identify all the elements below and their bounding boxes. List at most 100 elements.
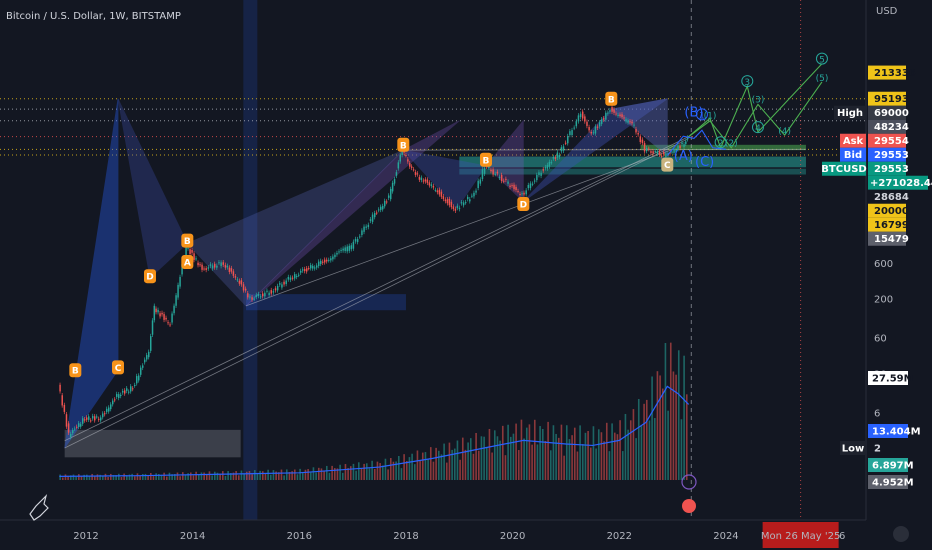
volume-bar-1-24 [203,472,205,480]
volume-bar-0-12 [91,473,93,480]
candle-body-14-1 [274,288,277,291]
candle-body-27-0 [523,192,525,195]
pivot-label-text: B [400,141,407,151]
volume-bar-2-25 [285,469,288,480]
candle-body-5-1 [135,376,138,384]
elliott-wave-label-0: (B) [684,106,703,121]
volume-bar-1-26 [208,471,211,480]
candle-body-12-1 [242,284,245,291]
candle-body-15-10 [313,267,316,269]
volume-bar-2-1 [221,471,224,480]
y-tick-label-5: 6 [874,408,880,419]
volume-bar-3-9 [323,470,325,480]
volume-bar-11-4 [656,371,659,480]
candle-body-11-5 [234,276,237,278]
volume-bar-0-13 [93,476,96,480]
candle-body-10-2 [207,267,210,269]
candle-body-1-1 [72,430,74,434]
volume-bar-3-26 [368,468,371,480]
price-tag-label-bg [834,105,866,120]
volume-bar-0-26 [128,474,131,480]
volume-bar-1-29 [216,472,219,480]
candle-body-7-6 [167,322,169,324]
volume-bar-2-9 [243,473,245,480]
candle-body-7-4 [163,314,165,320]
volume-bar-5-11 [461,437,464,480]
volume-bar-0-25 [125,475,128,480]
candle-body-1-2 [74,428,76,430]
candle-body-29-0 [560,147,563,152]
pivot-label-bg [661,157,674,172]
candle-body-29-2 [564,142,567,144]
candle-body-17-3 [359,236,361,238]
candle-body-19-0 [389,188,392,200]
candle-body-16-6 [338,251,340,253]
candle-body-6-2 [153,305,156,321]
volume-bar-2-8 [240,470,243,480]
volume-bar-4-19 [429,447,432,480]
elliott-wave-label-12: (5) [816,74,829,84]
candle-body-11-0 [224,264,227,268]
price-tag-sub: +271028.44% [870,178,932,189]
volume-bar-1-2 [144,473,147,480]
pivot-label-bg [605,91,618,106]
candle-body-3-5 [111,400,114,405]
candle-body-22-1 [434,189,437,191]
volume-bar-2-22 [277,472,280,480]
price-tag-value: 95193 [874,94,909,105]
candle-body-16-3 [332,256,334,260]
candle-body-21-4 [424,179,427,182]
volume-bar-3-13 [333,468,336,480]
volume-bar-4-8 [400,468,403,480]
candle-body-27-8 [540,172,542,176]
candle-body-31-3 [598,122,601,127]
volume-moving-average [59,385,690,477]
horizontal-trend-line [403,148,806,151]
volume-bar-1-9 [163,472,165,480]
volume-bar-10-4 [629,420,632,480]
candle-body-20-3 [409,163,411,167]
candle-body-16-2 [330,258,332,261]
volume-bar-7-6 [539,426,541,480]
yaxis-unit-label: USD [876,6,898,17]
candle-body-12-2 [244,288,247,291]
drawing-layer [0,0,866,520]
candle-body-2-3 [91,416,94,419]
volume-bar-5-15 [472,453,475,480]
volume-tag-value: 6.897M [872,461,914,472]
volume-bar-3-29 [376,461,379,480]
pivot-label-text: D [146,273,153,283]
price-tag-bg [868,441,906,455]
candle-body-35-7 [681,142,683,145]
price-tag-sub-bg [868,175,928,190]
auto-scale-button-icon [893,526,909,542]
price-tag-value: 16799 [874,220,909,231]
volume-bar-0-5 [72,474,75,480]
candle-body-0-2 [63,404,66,412]
candle-body-0-0 [59,384,61,392]
candle-body-12-4 [249,296,251,298]
candle-body-32-10 [631,121,633,124]
pivot-label-text: B [72,367,79,377]
volume-bar-9-8 [613,432,616,480]
candle-body-21-5 [426,179,429,183]
candle-body-19-6 [401,151,403,156]
volume-bar-3-24 [363,463,365,480]
candle-body-21-7 [430,184,433,187]
volume-bar-4-12 [411,453,413,480]
price-tag-value: 213336 [874,68,916,79]
volume-bar-4-17 [424,452,427,480]
volume-bar-5-7 [451,449,453,480]
candle-body-26-5 [517,190,519,192]
volume-bar-5-18 [480,436,483,480]
candle-body-10-3 [209,264,212,266]
candle-body-31-0 [592,132,595,134]
candle-body-11-6 [236,279,239,281]
volume-bar-6-9 [509,436,512,480]
candle-body-13-0 [251,297,253,300]
volume-bar-9-1 [595,448,597,480]
candle-body-25-7 [500,174,503,181]
volume-bar-2-17 [264,473,267,480]
